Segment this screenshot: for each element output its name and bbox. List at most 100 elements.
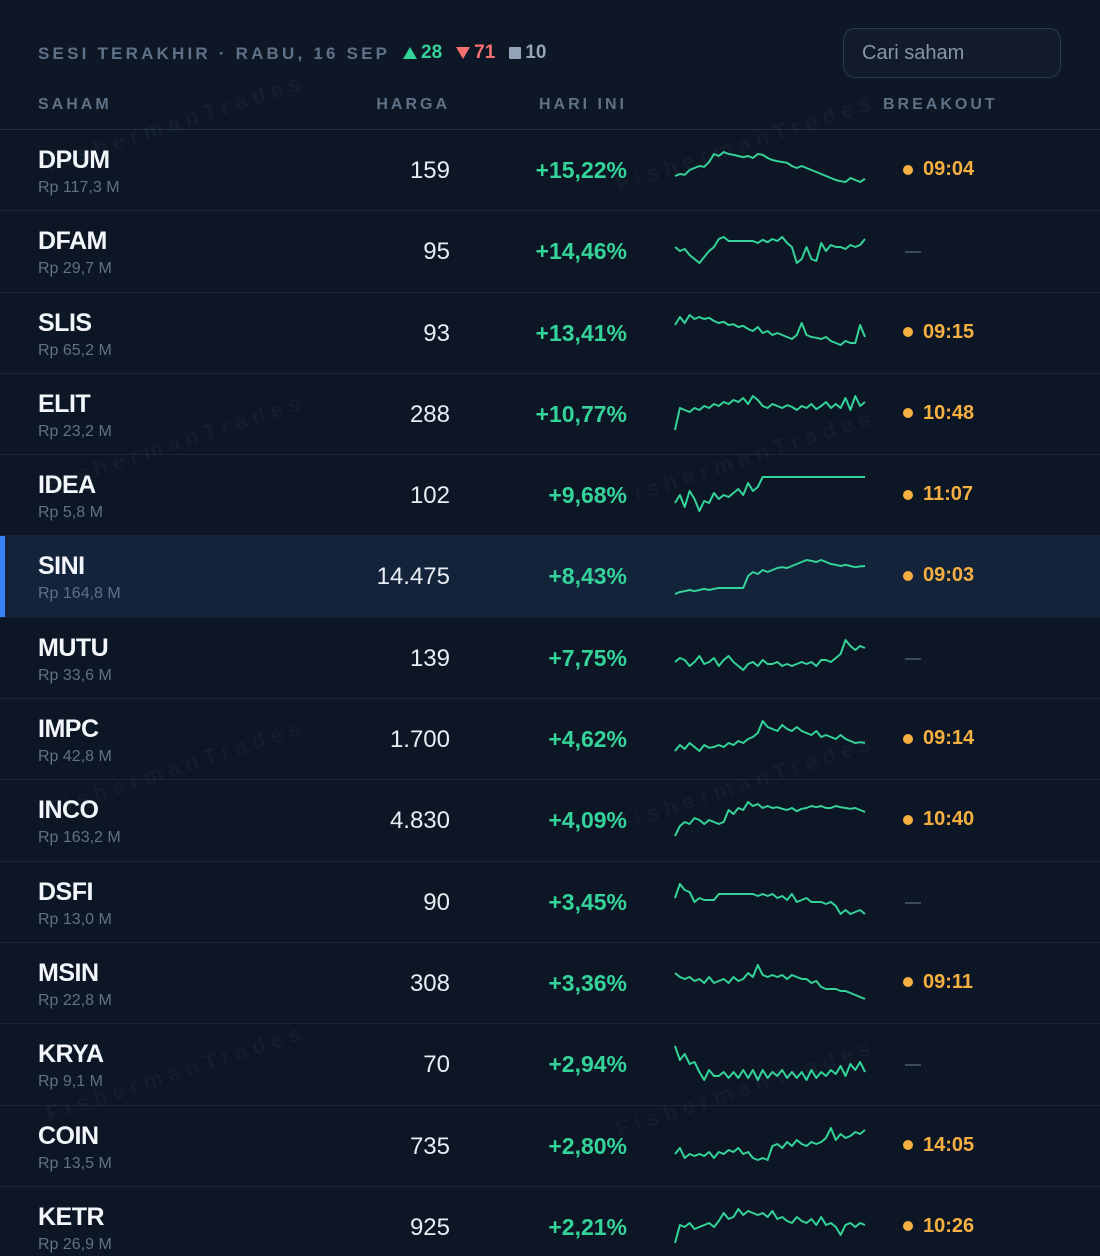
breakout-time-value: 09:04 [923, 158, 975, 180]
daily-change: +3,45% [548, 888, 627, 915]
table-row[interactable]: DSFI Rp 13,0 M 90 +3,45% [0, 861, 1100, 943]
stock-price: 735 [409, 1132, 450, 1160]
stock-price: 925 [409, 1213, 450, 1241]
column-header-hari-ini[interactable]: HARI INI [539, 96, 627, 113]
sparkline-path [674, 313, 866, 346]
breakout-time: 09:03 [903, 564, 974, 587]
table-row[interactable]: KETR Rp 26,9 M 925 +2,21% 10:26 [0, 1186, 1100, 1256]
daily-change: +15,22% [535, 157, 627, 183]
stock-ticker: DFAM [38, 227, 107, 256]
column-header-harga[interactable]: HARGA [376, 96, 450, 113]
table-row[interactable]: IMPC Rp 42,8 M 1.700 +4,62% 09:14 [0, 699, 1100, 781]
daily-change: +3,36% [548, 969, 627, 996]
stock-price: 93 [423, 319, 450, 347]
daily-change: +10,77% [535, 400, 627, 427]
column-header-saham[interactable]: SAHAM [38, 96, 112, 113]
advancers-count: 28 [403, 42, 442, 64]
table-row[interactable]: KRYA Rp 9,1 M 70 +2,94% [0, 1024, 1100, 1106]
intraday-sparkline [674, 151, 866, 183]
stock-ticker: DPUM [38, 146, 110, 174]
search-input[interactable] [843, 28, 1061, 78]
breakout-dot-icon [903, 1221, 913, 1232]
table-header: SAHAM HARGA HARI INI BREAKOUT [0, 84, 1100, 130]
sparkline-path [674, 1045, 866, 1082]
breakout-time: 11:07 [903, 483, 973, 506]
table-row[interactable]: SINI Rp 164,8 M 14.475 +8,43% 09:03 [0, 536, 1100, 618]
trade-value: Rp 13,0 M [38, 910, 112, 928]
daily-change: +2,94% [548, 1051, 627, 1078]
intraday-sparkline [674, 476, 865, 513]
stock-ticker: MSIN [38, 958, 99, 987]
stock-ticker: COIN [38, 1121, 99, 1150]
market-breadth: 28 71 10 [403, 42, 546, 64]
breakout-time-value: 14:05 [923, 1133, 975, 1156]
breakout-time: 10:48 [903, 402, 974, 425]
table-row[interactable]: ELIT Rp 23,2 M 288 +10,77% 10:48 [0, 373, 1100, 456]
sparkline-path [674, 559, 866, 596]
daily-change: +2,80% [548, 1132, 627, 1159]
sparkline-path [674, 1126, 866, 1161]
breakout-time-value: 09:03 [923, 564, 975, 587]
table-row[interactable]: DPUM Rp 117,3 M 159 +15,22% 09:04 [0, 130, 1100, 212]
stock-ticker: SLIS [38, 308, 92, 337]
top-bar: SESI TERAKHIR · RABU, 16 SEP 28 71 10 [0, 0, 1100, 84]
stock-price: 102 [409, 482, 450, 510]
breakout-dot-icon [903, 489, 913, 500]
down-triangle-icon [456, 47, 471, 59]
intraday-sparkline [674, 882, 866, 915]
stock-ticker: IDEA [38, 471, 96, 500]
table-row[interactable]: MUTU Rp 33,6 M 139 +7,75% [0, 617, 1100, 700]
breakout-time-value: 09:15 [923, 320, 975, 343]
intraday-sparkline [674, 236, 866, 265]
daily-change: +9,68% [548, 482, 627, 509]
intraday-sparkline [674, 801, 866, 837]
stock-ticker: ELIT [38, 389, 91, 418]
trade-value: Rp 65,2 M [38, 341, 112, 359]
sparkline-path [674, 801, 866, 837]
no-breakout-dash [905, 901, 921, 904]
trade-value: Rp 9,1 M [38, 1073, 103, 1091]
no-breakout-dash [905, 1064, 921, 1067]
daily-change: +13,41% [535, 319, 627, 346]
stock-price: 70 [423, 1051, 450, 1079]
stock-price: 95 [423, 238, 450, 266]
trade-value: Rp 22,8 M [38, 991, 112, 1009]
sparkline-path [674, 720, 866, 753]
breakout-dot-icon [903, 327, 913, 338]
decliners-value: 71 [474, 42, 496, 63]
table-row[interactable]: MSIN Rp 22,8 M 308 +3,36% 09:11 [0, 942, 1100, 1025]
stock-price: 308 [409, 969, 450, 997]
intraday-sparkline [674, 963, 866, 1000]
intraday-sparkline [674, 394, 866, 431]
breakout-time-value: 09:14 [923, 727, 975, 750]
sparkline-path [674, 151, 866, 183]
table-row[interactable]: COIN Rp 13,5 M 735 +2,80% 14:05 [0, 1105, 1100, 1187]
table-row[interactable]: DFAM Rp 29,7 M 95 +14,46% [0, 211, 1100, 293]
stock-price: 139 [409, 644, 450, 672]
intraday-sparkline [674, 638, 866, 671]
unchanged-value: 10 [525, 42, 547, 63]
square-icon [509, 47, 522, 59]
table-row[interactable]: IDEA Rp 5,8 M 102 +9,68% 11:07 [0, 455, 1100, 537]
trade-value: Rp 23,2 M [38, 422, 112, 440]
stock-price: 288 [409, 400, 450, 428]
advancers-value: 28 [421, 42, 443, 63]
stock-ticker: IMPC [38, 715, 99, 744]
column-header-breakout[interactable]: BREAKOUT [883, 96, 998, 113]
stock-ticker: KETR [38, 1202, 105, 1231]
stock-ticker: SINI [38, 552, 85, 581]
daily-change: +8,43% [548, 563, 627, 590]
table-row[interactable]: INCO Rp 163,2 M 4.830 +4,09% 10:40 [0, 780, 1100, 862]
table-row[interactable]: SLIS Rp 65,2 M 93 +13,41% 09:15 [0, 292, 1100, 374]
sparkline-path [674, 476, 865, 513]
stock-ticker: KRYA [38, 1040, 104, 1069]
daily-change: +7,75% [548, 644, 627, 671]
breakout-time: 10:26 [903, 1215, 974, 1238]
breakout-time: 14:05 [903, 1134, 974, 1157]
intraday-sparkline [674, 1126, 866, 1161]
breakout-time: 09:04 [903, 158, 974, 181]
intraday-sparkline [674, 1207, 866, 1244]
breakout-dot-icon [903, 977, 913, 988]
sparkline-path [674, 963, 866, 1000]
